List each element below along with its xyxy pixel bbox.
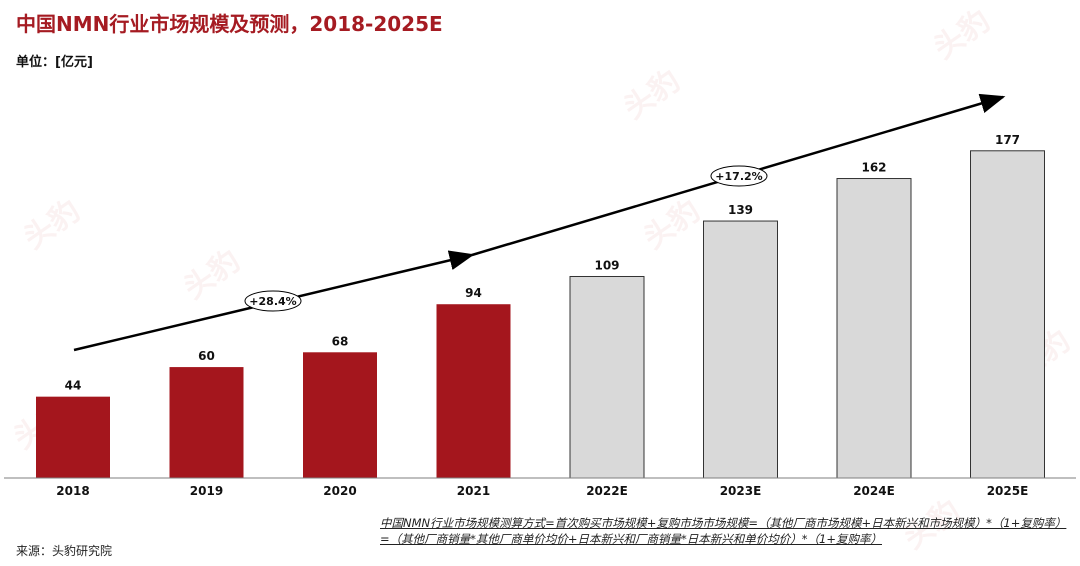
source-note: 来源：头豹研究院 <box>16 544 113 558</box>
cagr-bubble <box>244 290 302 312</box>
bar-2024E <box>836 178 912 479</box>
cagr-annotation-1: +28.4% <box>244 290 302 312</box>
chart-title: 中国NMN行业市场规模及预测，2018-2025E <box>16 12 443 36</box>
calculation-formula-note: 中国NMN行业市场规模测算方式=首次购买市场规模+复购市场市场规模=（其他厂商市… <box>380 516 1067 546</box>
unit-label: 单位：[亿元] <box>16 55 93 70</box>
cagr-label: +17.2% <box>715 170 762 183</box>
bar-2023E <box>703 220 778 479</box>
bars-group: 44 60 68 94 109 139 162 177 <box>36 133 1045 479</box>
bar-2022E <box>569 275 645 479</box>
x-tick-2024E: 2024E <box>853 484 895 498</box>
value-label-2020: 68 <box>332 334 349 348</box>
value-label-2021: 94 <box>465 286 482 300</box>
value-label-2023E: 139 <box>728 203 753 217</box>
x-tick-2018: 2018 <box>56 484 89 498</box>
x-tick-2019: 2019 <box>190 484 223 498</box>
x-tick-2025E: 2025E <box>987 484 1029 498</box>
value-label-2025E: 177 <box>995 133 1020 147</box>
x-tick-2020: 2020 <box>323 484 356 498</box>
bar-2025E <box>970 150 1045 479</box>
bar-chart: 44 60 68 94 109 139 162 177 2018 2019 2020 2021 202… <box>4 93 1076 498</box>
value-label-2018: 44 <box>65 379 82 393</box>
value-label-2019: 60 <box>198 349 215 363</box>
bar-2020 <box>303 352 377 478</box>
value-label-2024E: 162 <box>861 161 886 175</box>
x-tick-2022E: 2022E <box>586 484 628 498</box>
cagr-annotation-2: +17.2% <box>710 165 768 187</box>
cagr-bubble <box>710 165 768 187</box>
bar-2021 <box>436 304 511 478</box>
cagr-label: +28.4% <box>249 295 296 308</box>
x-tick-2023E: 2023E <box>720 484 762 498</box>
x-axis-ticks: 2018 2019 2020 2021 2022E 2023E 2024E 2025E <box>56 484 1028 498</box>
value-label-2022E: 109 <box>594 258 619 272</box>
bar-2019 <box>169 367 244 478</box>
bar-2018 <box>36 396 110 478</box>
x-tick-2021: 2021 <box>457 484 490 498</box>
